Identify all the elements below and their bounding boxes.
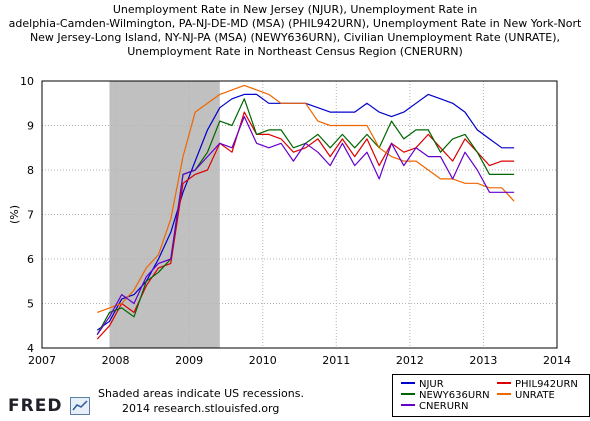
title-line-4: Unemployment Rate in Northeast Census Re… — [127, 45, 463, 58]
legend-label-cnerurn: CNERURN — [419, 401, 469, 412]
x-tick-label: 2010 — [249, 354, 277, 367]
source-note[interactable]: 2014 research.stlouisfed.org — [122, 402, 280, 415]
fred-chart-icon — [70, 397, 90, 415]
legend-swatch-njur — [401, 382, 415, 384]
x-tick-label: 2014 — [543, 354, 571, 367]
legend-item-cnerurn: CNERURN — [401, 401, 468, 413]
legend-item-njur: NJUR — [401, 379, 444, 391]
y-tick-label: 9 — [27, 120, 34, 133]
title-line-1: Unemployment Rate in New Jersey (NJUR), … — [112, 3, 478, 16]
legend-swatch-newy636urn — [401, 393, 415, 395]
x-tick-label: 2013 — [469, 354, 497, 367]
x-tick-label: 2012 — [396, 354, 424, 367]
legend-swatch-unrate — [497, 393, 511, 395]
x-tick-label: 2011 — [322, 354, 350, 367]
series-line-unrate — [96, 84, 515, 313]
legend-swatch-phil942urn — [497, 382, 511, 384]
legend-item-newy636urn: NEWY636URN — [401, 390, 490, 402]
legend-item-unrate: UNRATE — [497, 390, 555, 402]
x-tick-label: 2009 — [175, 354, 203, 367]
plot-frame — [41, 80, 558, 349]
title-line-2: adelphia-Camden-Wilmington, PA-NJ-DE-MD … — [8, 17, 582, 30]
y-tick-label: 5 — [27, 298, 34, 311]
series-line-cnerurn — [96, 115, 515, 336]
legend-swatch-cnerurn — [401, 404, 415, 406]
y-axis-label: (%) — [8, 205, 21, 224]
x-tick-label: 2008 — [102, 354, 130, 367]
fred-logo[interactable]: FRED — [8, 396, 63, 416]
legend-item-phil942urn: PHIL942URN — [497, 379, 578, 391]
recession-note: Shaded areas indicate US recessions. — [98, 387, 304, 400]
legend-label-phil942urn: PHIL942URN — [515, 379, 578, 390]
y-tick-label: 6 — [27, 253, 34, 266]
y-tick-label: 8 — [27, 164, 34, 177]
y-tick-label: 7 — [27, 209, 34, 222]
legend-label-unrate: UNRATE — [515, 390, 555, 401]
legend-label-njur: NJUR — [419, 379, 444, 390]
series-line-phil942urn — [96, 111, 515, 340]
y-tick-label: 4 — [27, 342, 34, 355]
legend: NJUR PHIL942URN NEWY636URN UNRATE CNERUR… — [392, 374, 590, 417]
line-chart: 4 5 6 7 8 9 10 2007 2008 2009 2010 2011 2012 2013 2014… — [8, 75, 571, 367]
legend-label-newy636urn: NEWY636URN — [419, 390, 490, 401]
x-tick-label: 2007 — [28, 354, 56, 367]
title-line-3: New Jersey-Long Island, NY-NJ-PA (MSA) (… — [29, 31, 561, 44]
y-tick-label: 10 — [20, 75, 34, 88]
